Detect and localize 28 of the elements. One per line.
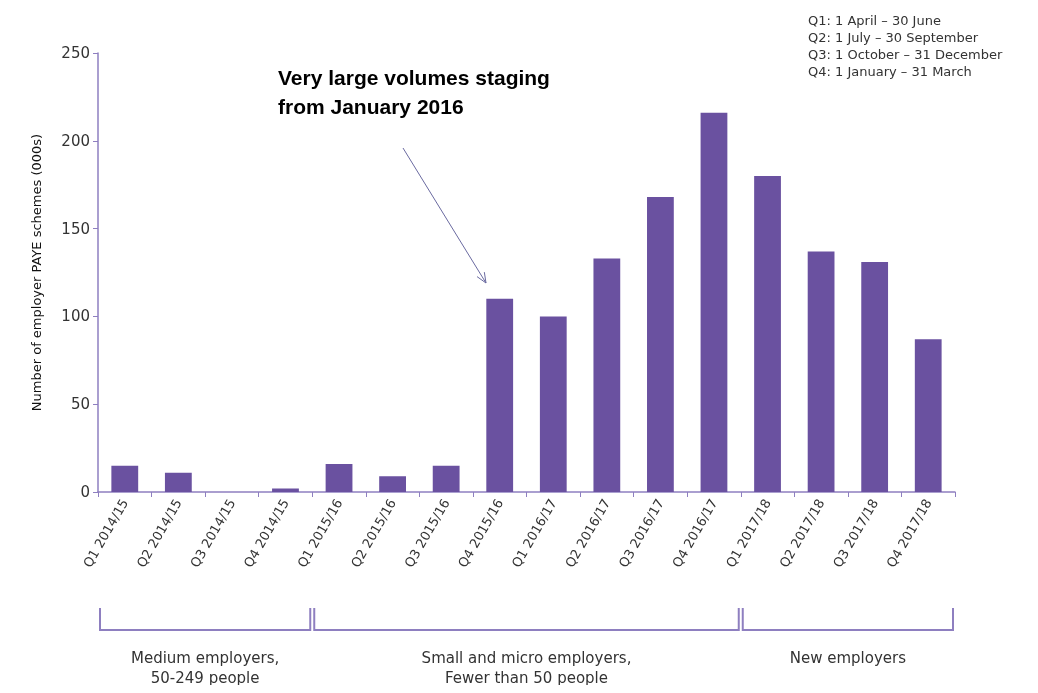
bar [593,258,621,492]
annotation: Q3: 1 October – 31 December [808,47,1003,62]
bar [914,339,942,492]
annotation: Very large volumes staging from January 2016 [278,66,556,118]
y-tick-label: 0 [80,483,90,501]
y-tick-label: 250 [61,44,90,62]
bar [325,463,353,492]
bar [861,261,889,492]
annotation: Q4: 1 January – 31 March [808,64,972,79]
text: Q2: 1 July – 30 September [808,30,979,45]
y-tick-label: 200 [61,131,90,150]
y-tick-label: 150 [61,219,90,238]
bar [164,472,192,492]
bar [111,465,139,492]
bar [432,465,460,492]
bar [486,298,514,492]
text: New employers [789,649,907,667]
bar [754,175,781,492]
y-tick-label: 50 [70,395,90,414]
bar [272,488,299,492]
bar [807,251,835,492]
y-tick-label: 100 [61,307,90,326]
bar [700,112,728,492]
bar [379,476,406,492]
y-axis-title: Number of employer PAYE schemes (000s) [29,133,44,412]
bar [539,316,567,492]
text: Q1: 1 April – 30 June [808,13,941,28]
bar [647,196,674,492]
